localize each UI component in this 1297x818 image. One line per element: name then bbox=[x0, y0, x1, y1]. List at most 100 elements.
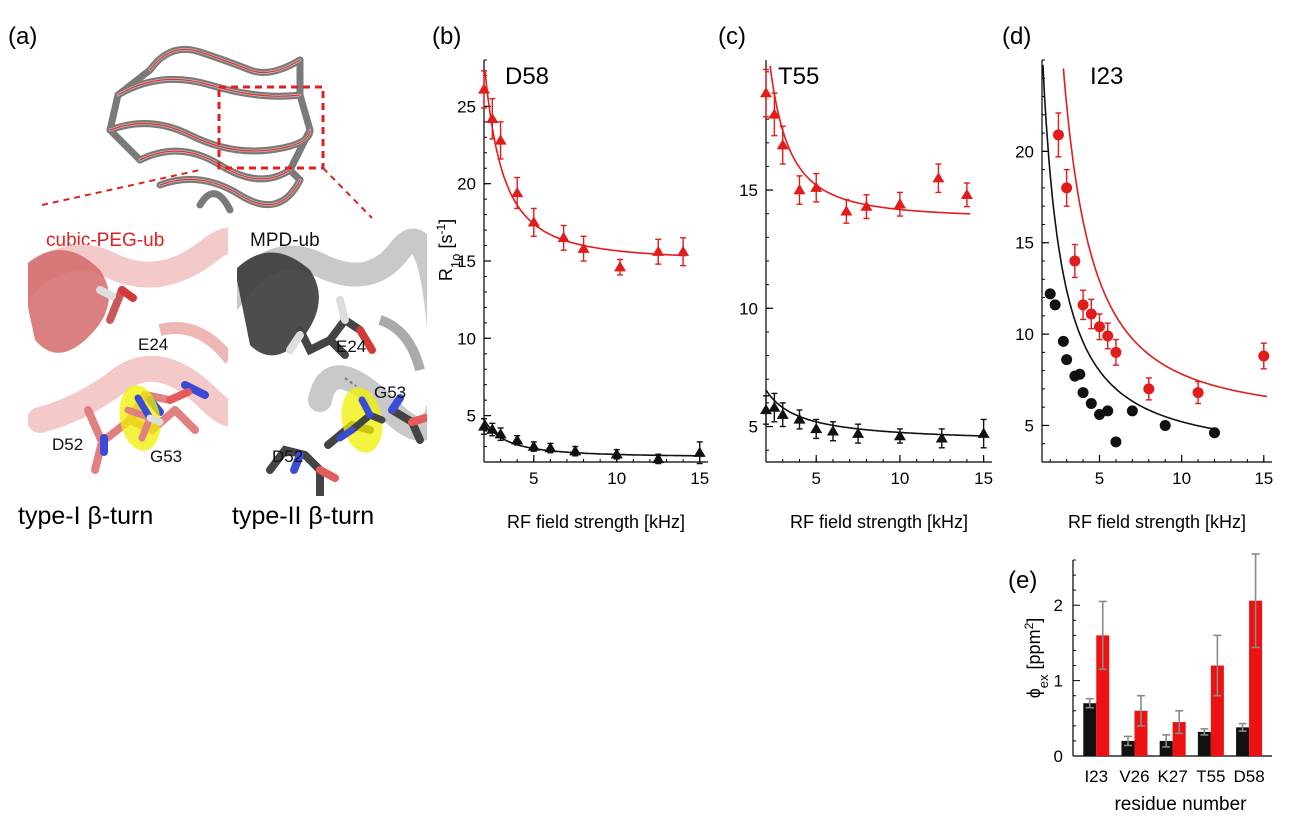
data-point bbox=[776, 139, 789, 150]
mpd-ub-structure-image bbox=[237, 228, 427, 496]
series-0 bbox=[1052, 68, 1270, 405]
data-point bbox=[478, 83, 490, 94]
chart-title: I23 bbox=[1090, 63, 1123, 90]
zoom-line-right bbox=[322, 167, 373, 219]
category-label: I23 bbox=[1084, 767, 1108, 786]
data-point bbox=[544, 442, 557, 453]
data-point bbox=[977, 427, 990, 438]
category-label: D58 bbox=[1233, 767, 1264, 786]
data-point bbox=[693, 446, 706, 457]
data-point bbox=[652, 245, 665, 256]
y-tick-label: 20 bbox=[457, 175, 476, 194]
chart-b: (b) D58 5 10 15 20 25 5 10 15 RF field strength [k… bbox=[432, 23, 709, 532]
bar bbox=[1096, 635, 1110, 756]
protein-overview-image bbox=[106, 45, 314, 214]
panel-label: (e) bbox=[1008, 567, 1037, 594]
data-point bbox=[1209, 427, 1220, 439]
y-tick-label: 15 bbox=[1015, 234, 1034, 253]
category-label: T55 bbox=[1196, 767, 1225, 786]
cubic-peg-ub-structure-image bbox=[28, 227, 228, 474]
category-label: V26 bbox=[1119, 767, 1149, 786]
panel-label: (b) bbox=[432, 23, 461, 50]
label-g53-right: G53 bbox=[374, 383, 406, 402]
data-point bbox=[760, 87, 772, 98]
zoom-box bbox=[217, 85, 325, 170]
label-e24-right: E24 bbox=[336, 337, 366, 356]
data-point bbox=[577, 242, 590, 253]
data-point bbox=[893, 198, 906, 209]
x-axis-label: RF field strength [kHz] bbox=[1068, 512, 1246, 532]
series-1 bbox=[1042, 64, 1220, 448]
data-point bbox=[1044, 288, 1056, 300]
label-g53-left: G53 bbox=[150, 447, 182, 466]
y-tick-label: 25 bbox=[457, 97, 476, 116]
data-point bbox=[1094, 321, 1105, 333]
data-point bbox=[1102, 330, 1114, 342]
data-point bbox=[860, 200, 873, 211]
data-point bbox=[1159, 419, 1171, 431]
data-point bbox=[776, 408, 789, 419]
data-point bbox=[677, 245, 690, 256]
data-point bbox=[1077, 299, 1089, 311]
y-tick-label: 5 bbox=[749, 418, 758, 437]
data-point bbox=[840, 205, 853, 216]
x-tick-label: 5 bbox=[811, 469, 820, 488]
data-point bbox=[768, 401, 781, 412]
data-point bbox=[1061, 354, 1073, 366]
fit-curve bbox=[484, 70, 687, 257]
series-0 bbox=[478, 70, 690, 276]
bar bbox=[1249, 600, 1263, 756]
data-point bbox=[932, 172, 945, 183]
panel-a-label: (a) bbox=[8, 23, 37, 50]
data-point bbox=[486, 423, 499, 434]
label-d52-right: D52 bbox=[272, 447, 303, 466]
y-tick-label: 20 bbox=[1015, 142, 1034, 161]
data-point bbox=[1143, 383, 1155, 395]
bar bbox=[1134, 710, 1148, 756]
data-point bbox=[826, 425, 839, 436]
y-tick-label: 15 bbox=[739, 181, 758, 200]
data-point bbox=[768, 108, 781, 119]
x-axis-label: RF field strength [kHz] bbox=[507, 512, 685, 532]
chart-d: (d) I23 5 10 15 20 5 10 15 RF field strength [kHz… bbox=[1002, 23, 1273, 532]
type-ii-caption: type-II β-turn bbox=[232, 502, 374, 530]
x-tick-label: 15 bbox=[690, 469, 709, 488]
bar bbox=[1083, 703, 1097, 756]
data-point bbox=[511, 186, 524, 198]
data-point bbox=[557, 231, 570, 243]
chart-title: T55 bbox=[778, 63, 819, 90]
panel-label: (d) bbox=[1002, 23, 1031, 50]
data-point bbox=[1057, 335, 1069, 347]
data-point bbox=[527, 216, 540, 227]
series-1 bbox=[478, 418, 706, 465]
panel-label: (c) bbox=[718, 23, 746, 50]
data-point bbox=[610, 448, 623, 459]
x-tick-label: 5 bbox=[529, 469, 538, 488]
data-point bbox=[1126, 405, 1138, 417]
data-point bbox=[569, 445, 582, 456]
fit-curve bbox=[1042, 64, 1218, 431]
x-axis-label: residue number bbox=[1114, 794, 1247, 815]
y-tick-label: 5 bbox=[467, 407, 476, 426]
data-point bbox=[652, 452, 665, 464]
y-tick-label: 0 bbox=[1054, 747, 1063, 766]
x-axis-label: RF field strength [kHz] bbox=[790, 512, 968, 532]
bar bbox=[1236, 727, 1250, 756]
chart-title: D58 bbox=[505, 63, 549, 90]
data-point bbox=[614, 261, 627, 272]
data-point bbox=[1110, 346, 1122, 358]
data-point bbox=[1052, 129, 1064, 141]
panel-a: (a) bbox=[8, 23, 427, 530]
category-label: K27 bbox=[1158, 767, 1188, 786]
x-tick-label: 15 bbox=[1254, 469, 1273, 488]
y-tick-label: 5 bbox=[1025, 416, 1034, 435]
label-d52-left: D52 bbox=[52, 435, 83, 454]
data-point bbox=[1061, 182, 1073, 194]
y-axis-label: ϕex [ppm2] bbox=[1022, 618, 1051, 699]
data-point bbox=[852, 427, 865, 438]
x-tick-label: 10 bbox=[1172, 469, 1191, 488]
y-tick-label: 15 bbox=[457, 252, 476, 271]
